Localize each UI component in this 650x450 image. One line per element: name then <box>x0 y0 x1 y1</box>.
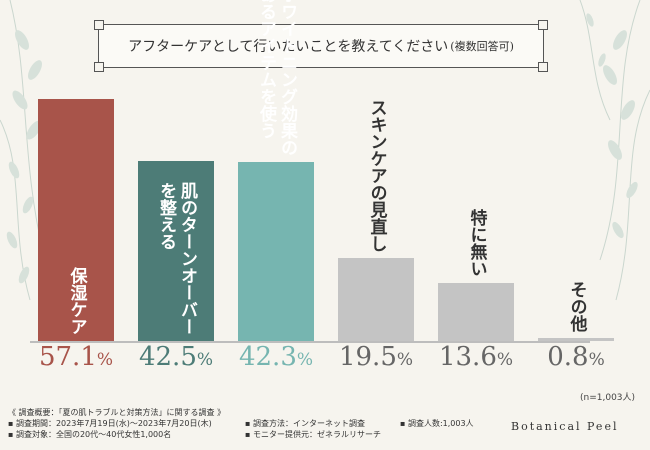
footer-line: ▪ 調査方法：インターネット調査 <box>245 419 365 428</box>
value-number: 42.5 <box>138 342 197 372</box>
chart-title: アフターケアとして行いたいことを教えてください <box>128 39 449 55</box>
value-number: 19.5 <box>338 342 397 372</box>
value-label: 0.8% <box>526 342 626 378</box>
value-number: 13.6 <box>438 342 497 372</box>
footer-line: ▪ モニター提供元：ゼネラルリサーチ <box>245 430 381 439</box>
bar-label: 保湿ケア <box>66 267 87 335</box>
value-number: 57.1 <box>38 342 97 372</box>
bar-label: 特に無い <box>466 209 487 278</box>
value-unit: % <box>296 350 314 370</box>
bar <box>238 161 314 341</box>
bar-label: スキンケアの見直し <box>366 99 387 253</box>
survey-count: ▪ 調査人数:1,003人 <box>400 418 474 429</box>
value-label: 42.5% <box>126 342 226 378</box>
bar-label: その他 <box>566 280 587 332</box>
brand-logo-text: Botanical Peel <box>511 420 619 433</box>
bar-label: ホワイトニング効果の あるアイテムを使う <box>256 0 297 156</box>
value-unit: % <box>96 350 114 370</box>
footer-line: ▪ 調査期間：2023年7月19日(水)〜2023年7月20日(木) <box>8 419 212 428</box>
value-unit: % <box>196 350 214 370</box>
value-number: 42.3 <box>238 342 297 372</box>
bar-chart: 保湿ケア 57.1% 肌のターンオーバー を整える 42.5% ホワイトニング効果の あ… <box>26 0 626 378</box>
value-unit: % <box>396 350 414 370</box>
bar-label: 肌のターンオーバー を整える <box>156 182 197 335</box>
value-label: 19.5% <box>326 342 426 378</box>
chart-subtitle: (複数回答可) <box>450 40 514 53</box>
value-unit: % <box>588 350 605 370</box>
value-unit: % <box>496 350 514 370</box>
chart-baseline <box>30 341 590 343</box>
bar <box>538 337 614 341</box>
bar <box>138 160 214 341</box>
footer-line: 《 調査概要：「夏の肌トラブルと対策方法」に関する調査 》 <box>8 408 226 417</box>
value-label: 13.6% <box>426 342 526 378</box>
bar <box>38 99 114 341</box>
bar <box>438 283 514 341</box>
sample-size-note: (n=1,003人) <box>580 393 636 403</box>
value-number: 0.8 <box>547 342 589 372</box>
survey-method: ▪ 調査方法：インターネット調査 ▪ モニター提供元：ゼネラルリサーチ <box>245 418 381 440</box>
survey-overview: 《 調査概要：「夏の肌トラブルと対策方法」に関する調査 》 ▪ 調査期間：202… <box>8 407 225 440</box>
bar <box>338 258 414 341</box>
footer-line: ▪ 調査人数:1,003人 <box>400 419 474 428</box>
value-label: 42.3% <box>226 342 326 378</box>
value-label: 57.1% <box>26 342 126 378</box>
chart-title-box: アフターケアとして行いたいことを教えてください (複数回答可) <box>94 20 548 72</box>
footer-line: ▪ 調査対象：全国の20代〜40代女性1,000名 <box>8 430 172 439</box>
